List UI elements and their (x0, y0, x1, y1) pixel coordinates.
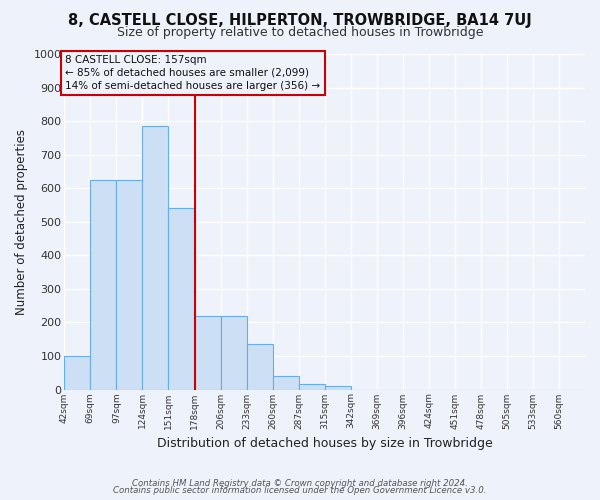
Bar (247, 344, 272, 390)
Bar (221, 316, 247, 390)
Text: 8 CASTELL CLOSE: 157sqm
← 85% of detached houses are smaller (2,099)
14% of semi: 8 CASTELL CLOSE: 157sqm ← 85% of detache… (65, 54, 320, 91)
Bar (169, 208, 194, 390)
Text: 8, CASTELL CLOSE, HILPERTON, TROWBRIDGE, BA14 7UJ: 8, CASTELL CLOSE, HILPERTON, TROWBRIDGE,… (68, 12, 532, 28)
Bar (325, 386, 350, 390)
Bar (64, 356, 91, 390)
Bar (272, 376, 299, 390)
Bar (299, 384, 325, 390)
Bar (142, 126, 169, 390)
Y-axis label: Number of detached properties: Number of detached properties (15, 129, 28, 315)
X-axis label: Distribution of detached houses by size in Trowbridge: Distribution of detached houses by size … (157, 437, 493, 450)
Bar (91, 180, 116, 390)
Text: Contains public sector information licensed under the Open Government Licence v3: Contains public sector information licen… (113, 486, 487, 495)
Text: Contains HM Land Registry data © Crown copyright and database right 2024.: Contains HM Land Registry data © Crown c… (132, 478, 468, 488)
Bar (116, 180, 142, 390)
Bar (194, 316, 221, 390)
Text: Size of property relative to detached houses in Trowbridge: Size of property relative to detached ho… (117, 26, 483, 39)
